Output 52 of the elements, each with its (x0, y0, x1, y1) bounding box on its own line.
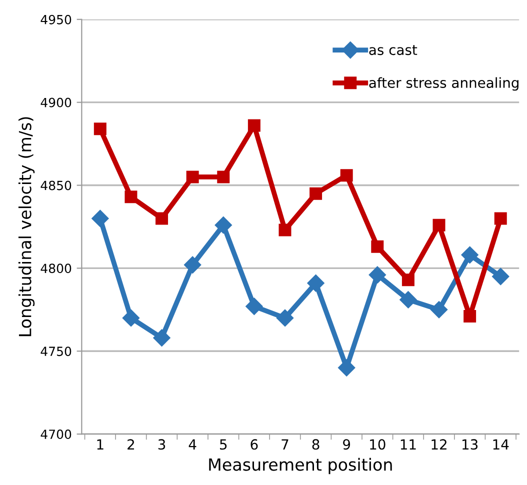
x-tick-label: 9 (343, 439, 350, 450)
y-tick-label: 4750 (40, 346, 72, 356)
point (461, 246, 478, 264)
y-tick-label: 4850 (40, 180, 72, 190)
y-axis-title: Longitudinal velocity (m/s) (18, 117, 35, 336)
point (368, 266, 386, 284)
y-tick-label: 4700 (40, 430, 72, 439)
point (122, 309, 140, 327)
point (153, 329, 170, 346)
point (156, 212, 168, 225)
y-tick-label: 4900 (40, 98, 72, 108)
point (92, 210, 109, 227)
x-tick-label: 12 (432, 439, 446, 450)
x-tick-label: 11 (400, 439, 416, 450)
x-tick-label: 6 (250, 439, 258, 450)
y-tick-label: 4950 (40, 14, 72, 24)
point (278, 224, 292, 236)
point (246, 298, 263, 315)
x-tick-label: 13 (462, 439, 478, 450)
legend-label: as cast (369, 45, 418, 56)
point (217, 170, 230, 184)
point (214, 216, 232, 234)
point (307, 274, 324, 292)
x-tick-label: 10 (370, 439, 386, 450)
point (124, 190, 138, 204)
point (248, 119, 260, 132)
x-tick-label: 2 (128, 439, 134, 450)
point (492, 268, 510, 286)
point (276, 309, 294, 327)
point (400, 291, 417, 308)
x-tick-label: 3 (158, 439, 166, 450)
x-axis-title: Measurement position (209, 458, 392, 474)
point (371, 240, 384, 253)
point (94, 122, 106, 136)
x-tick-label: 4 (188, 439, 196, 450)
x-tick-label: 5 (220, 439, 227, 450)
x-tick-label: 8 (312, 439, 320, 450)
point (340, 169, 353, 182)
point (186, 170, 199, 184)
point (310, 187, 322, 200)
x-tick-label: 7 (282, 439, 288, 450)
x-tick-label: 14 (493, 439, 509, 450)
point (432, 218, 446, 232)
y-tick-label: 4800 (40, 264, 72, 274)
x-tick-label: 1 (97, 439, 104, 450)
point (430, 301, 448, 318)
point (494, 212, 507, 225)
point (464, 310, 476, 323)
point (184, 256, 202, 274)
legend-label: after stress annealing (369, 77, 518, 91)
point (402, 274, 414, 286)
point (338, 359, 356, 376)
